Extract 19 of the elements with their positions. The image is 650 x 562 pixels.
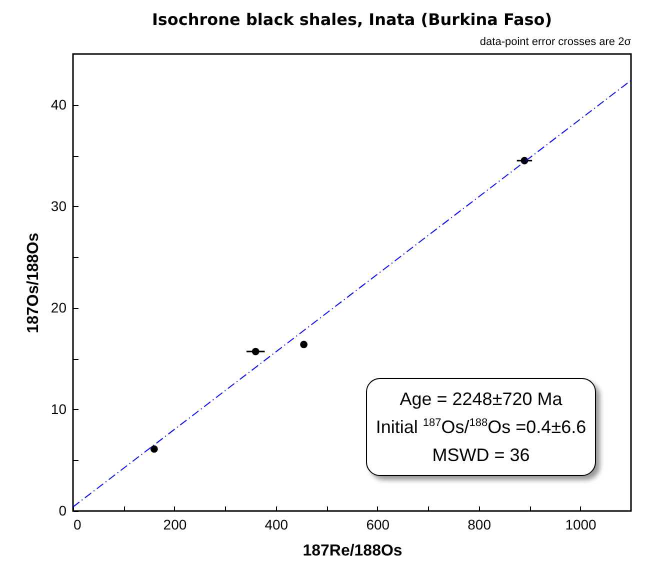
x-axis-title: 187Re/188Os (302, 542, 402, 560)
x-tick-label: 0 (74, 516, 82, 532)
chart-title: Isochrone black shales, Inata (Burkina Faso) (152, 10, 552, 29)
x-tick-label: 800 (468, 516, 492, 532)
annotation: Age = 2248±720 Ma (398, 388, 564, 411)
text-box: Age = 2248±720 Ma Initial $^{187}$Os/$^{188}$Os =0.4±6.6 MSWD = 36 (366, 378, 596, 476)
annotation: Initial $^{187}$Os/$^{188}$Os =0.4±6.6 (374, 416, 588, 439)
x-tick-label: 200 (163, 516, 187, 532)
x-tick-label: 400 (264, 516, 288, 532)
y-tick-label: 20 (50, 299, 67, 316)
y-axis-title: 187Os/188Os (24, 232, 42, 334)
annotation: MSWD = 36 (431, 444, 531, 467)
y-tick-label: 30 (50, 198, 67, 214)
text: data-point error crosses are 2σ (480, 36, 631, 48)
x-tick-label: 1000 (565, 516, 597, 532)
y-tick-label: 40 (50, 96, 67, 112)
y-tick-label: 0 (58, 502, 67, 518)
x-tick-label: 600 (366, 516, 390, 532)
y-tick-label: 10 (50, 400, 67, 417)
